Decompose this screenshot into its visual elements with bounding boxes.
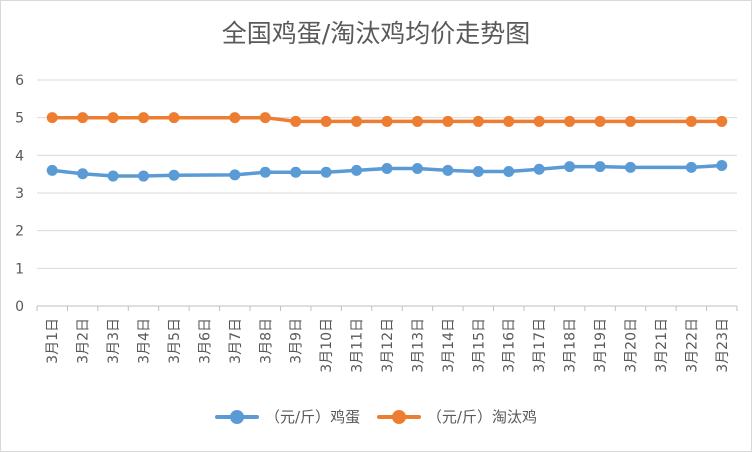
series-0-point-9	[320, 166, 332, 178]
x-tick-label-14: 3月15日	[471, 318, 487, 373]
series-0-point-11	[381, 163, 393, 175]
series-1-point-14	[472, 115, 484, 127]
legend-item-egg: （元/斤）鸡蛋	[215, 406, 360, 427]
x-tick-label-21: 3月22日	[684, 318, 700, 373]
x-tick-label-1: 3月2日	[76, 318, 92, 364]
series-0-point-10	[351, 164, 363, 176]
series-1-point-6	[229, 112, 241, 124]
series-0-point-1	[77, 168, 89, 180]
y-tick-label-3: 3	[15, 186, 24, 202]
series-1-point-16	[533, 115, 545, 127]
x-tick-label-20: 3月21日	[654, 318, 670, 373]
series-1-point-0	[46, 112, 58, 124]
series-0-point-4	[168, 169, 180, 181]
series-0-point-17	[564, 161, 576, 173]
series-1-point-4	[168, 112, 180, 124]
series-layer	[46, 112, 728, 182]
series-1-point-10	[351, 115, 363, 127]
legend-swatch-egg	[215, 409, 260, 424]
series-0-point-22	[716, 160, 728, 172]
series-1-point-1	[77, 112, 89, 124]
x-tick-label-9: 3月10日	[319, 318, 335, 373]
series-0-point-13	[442, 164, 454, 176]
series-1-point-9	[320, 115, 332, 127]
series-0-point-7	[259, 166, 271, 178]
x-tick-label-8: 3月9日	[289, 318, 305, 364]
series-0-point-21	[685, 161, 697, 173]
series-0-point-0	[46, 164, 58, 176]
series-0-point-18	[594, 161, 606, 173]
series-1-point-22	[716, 115, 728, 127]
series-1-point-12	[411, 115, 423, 127]
y-axis: 0 1 2 3 4 5 6	[15, 73, 24, 315]
series-1-point-2	[107, 112, 119, 124]
y-tick-label-4: 4	[15, 148, 24, 164]
x-tick-label-2: 3月3日	[106, 318, 122, 364]
x-tick-label-12: 3月13日	[410, 318, 426, 373]
y-tick-label-5: 5	[15, 111, 24, 127]
series-0-point-3	[138, 170, 150, 182]
legend-item-hen: （元/斤）淘汰鸡	[376, 406, 537, 427]
series-1-point-7	[259, 112, 271, 124]
legend: （元/斤）鸡蛋 （元/斤）淘汰鸡	[0, 406, 752, 428]
series-1-point-17	[564, 115, 576, 127]
x-tick-label-0: 3月1日	[45, 318, 61, 364]
x-tick-label-18: 3月19日	[593, 318, 609, 373]
chart-title: 全国鸡蛋/淘汰鸡均价走势图	[221, 19, 531, 48]
series-0-point-14	[472, 166, 484, 178]
legend-swatch-hen	[376, 409, 421, 424]
series-0-point-12	[411, 163, 423, 175]
x-tick-label-10: 3月11日	[350, 318, 366, 373]
y-tick-label-2: 2	[15, 224, 24, 240]
series-1-point-15	[503, 115, 515, 127]
x-tick-label-13: 3月14日	[441, 318, 457, 373]
legend-label-egg: （元/斤）鸡蛋	[265, 408, 361, 426]
series-0-point-15	[503, 166, 515, 178]
x-tick-label-16: 3月17日	[532, 318, 548, 373]
series-0-point-19	[624, 161, 636, 173]
series-0-point-2	[107, 170, 119, 182]
x-tick-label-17: 3月18日	[563, 318, 579, 373]
series-1-point-8	[290, 115, 302, 127]
series-1-point-21	[685, 115, 697, 127]
series-0-point-8	[290, 166, 302, 178]
x-tick-label-7: 3月8日	[258, 318, 274, 364]
series-1-point-18	[594, 115, 606, 127]
series-1-point-11	[381, 115, 393, 127]
x-tick-label-15: 3月16日	[502, 318, 518, 373]
y-tick-label-6: 6	[15, 73, 24, 89]
legend-dot-hen	[391, 409, 406, 424]
y-tick-label-1: 1	[15, 261, 24, 277]
x-tick-label-4: 3月5日	[167, 318, 183, 364]
series-0-point-16	[533, 163, 545, 175]
series-0-point-6	[229, 169, 241, 181]
series-1-point-3	[138, 112, 150, 124]
series-1-point-19	[624, 115, 636, 127]
x-tick-label-6: 3月7日	[228, 318, 244, 364]
x-axis: 3月1日 3月2日 3月3日 3月4日 3月5日 3月6日 3月7日 3月8日 3月9日 3月10…	[36, 305, 738, 373]
x-tick-label-3: 3月4日	[137, 318, 153, 364]
legend-dot-egg	[230, 409, 245, 424]
x-tick-label-11: 3月12日	[380, 318, 396, 373]
legend-label-hen: （元/斤）淘汰鸡	[426, 408, 537, 426]
series-1-point-13	[442, 115, 454, 127]
line-chart: 0 1 2 3 4 5 6 3月1日 3月2日 3月3日 3月4日 3月5日 3月6日 3月7日 3月8日…	[15, 73, 738, 373]
y-tick-label-0: 0	[15, 299, 24, 315]
x-tick-label-19: 3月20日	[623, 318, 639, 373]
x-tick-label-5: 3月6日	[197, 318, 213, 364]
x-tick-label-22: 3月23日	[715, 318, 731, 373]
